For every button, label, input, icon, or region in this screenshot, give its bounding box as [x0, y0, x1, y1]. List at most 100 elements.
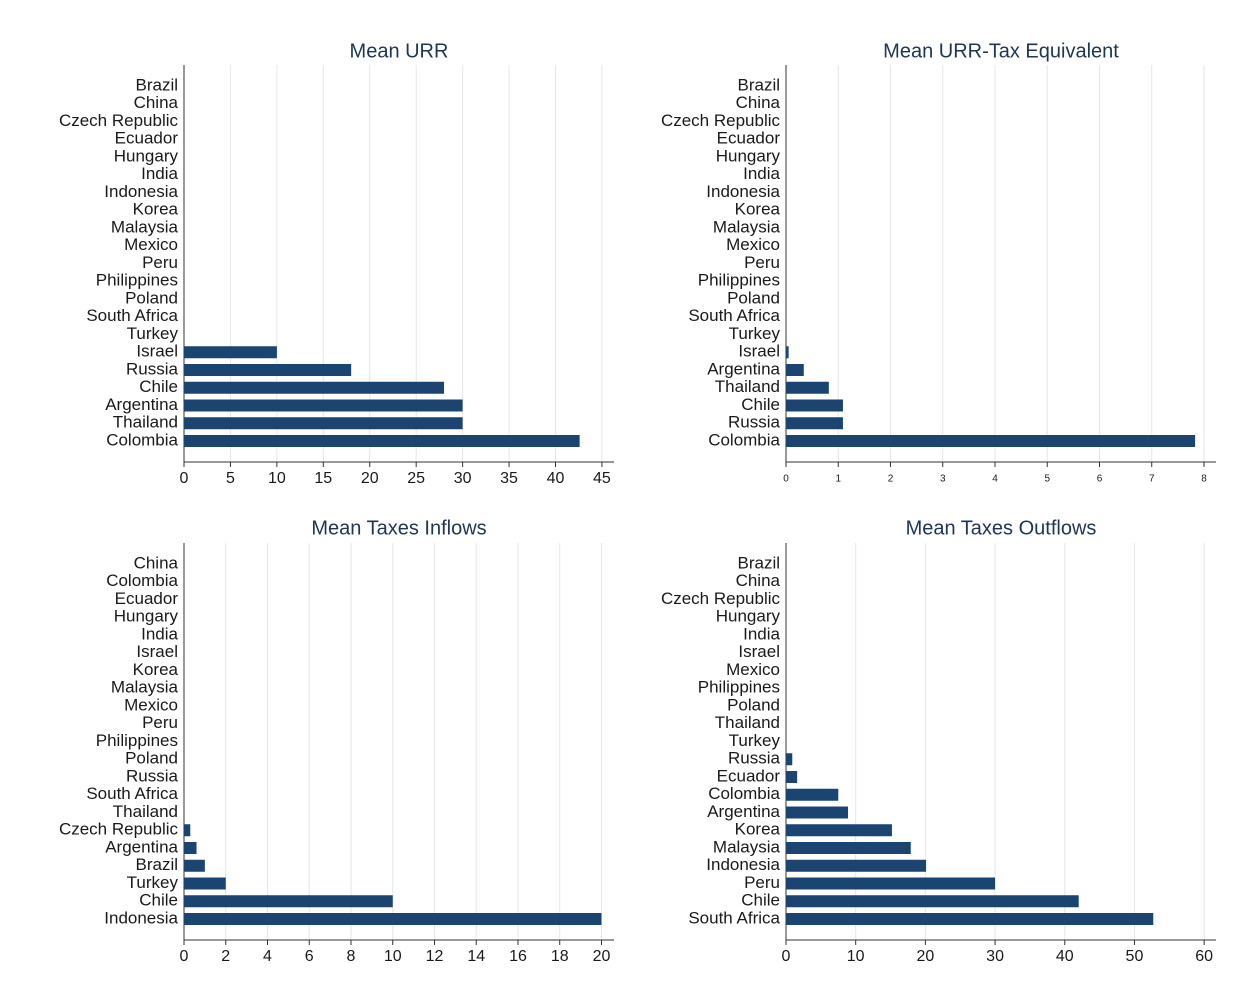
category-label: Argentina: [105, 395, 178, 414]
chart-title: Mean Taxes Inflows: [311, 517, 486, 539]
x-tick-label: 20: [916, 948, 934, 965]
category-label: Israel: [738, 642, 780, 661]
category-label: Malaysia: [713, 217, 781, 236]
category-label: Colombia: [708, 430, 780, 449]
x-tick-label: 0: [783, 474, 789, 485]
category-label: Colombia: [708, 784, 780, 803]
category-label: Mexico: [124, 695, 178, 714]
category-label: Peru: [142, 713, 178, 732]
category-label: Mexico: [726, 660, 780, 679]
x-tick-label: 5: [1044, 474, 1050, 485]
panel: Mean URR 0 5 10 15 20 25 30 35 40 45 BrazilChinaCze…: [59, 40, 614, 487]
category-label: South Africa: [86, 306, 178, 325]
x-tick-label: 0: [180, 948, 189, 965]
category-label: China: [134, 553, 179, 572]
category-label: Israel: [738, 342, 780, 361]
bar: [184, 381, 445, 394]
x-tick-label: 10: [384, 948, 402, 965]
category-label: Philippines: [698, 271, 780, 290]
x-tick-label: 8: [1201, 474, 1207, 485]
category-label: Israel: [136, 642, 178, 661]
category-label: Indonesia: [104, 182, 178, 201]
category-label: Poland: [727, 695, 780, 714]
category-label: Hungary: [114, 607, 179, 626]
category-label: South Africa: [86, 784, 178, 803]
category-label: Indonesia: [104, 908, 178, 927]
x-tick-label: 6: [305, 948, 314, 965]
category-label: Korea: [735, 200, 781, 219]
category-label: Argentina: [707, 802, 780, 821]
category-label: Thailand: [715, 713, 780, 732]
x-tick-label: 30: [986, 948, 1004, 965]
x-tick-label: 60: [1195, 948, 1213, 965]
category-label: Chile: [741, 891, 780, 910]
bar: [786, 417, 843, 430]
category-label: South Africa: [688, 306, 780, 325]
bar: [786, 806, 849, 819]
x-tick-label: 4: [263, 948, 272, 965]
category-label: India: [743, 164, 780, 183]
category-label: Russia: [728, 413, 781, 432]
category-label: Indonesia: [706, 855, 780, 874]
category-label: Brazil: [135, 75, 178, 94]
category-label: Philippines: [698, 678, 780, 697]
x-tick-label: 10: [268, 470, 286, 487]
panel: Mean Taxes Inflows 0 2 4 6 8 10 12 14 16 18 20 China…: [59, 517, 614, 965]
x-tick-label: 5: [226, 470, 235, 487]
bar: [184, 364, 352, 376]
category-label: Peru: [744, 873, 780, 892]
bar: [184, 435, 580, 447]
category-label: Turkey: [729, 324, 781, 343]
category-label: Hungary: [716, 146, 781, 165]
category-label: Hungary: [716, 607, 781, 626]
category-label: Brazil: [737, 553, 780, 572]
category-label: China: [736, 93, 781, 112]
x-tick-label: 20: [361, 470, 379, 487]
x-tick-label: 8: [347, 948, 356, 965]
x-tick-label: 50: [1126, 948, 1144, 965]
category-label: Philippines: [96, 731, 178, 750]
category-label: Malaysia: [713, 837, 781, 856]
bar: [786, 877, 996, 890]
x-tick-label: 20: [593, 948, 611, 965]
category-label: Korea: [133, 660, 179, 679]
category-label: Thailand: [113, 413, 178, 432]
category-label: Turkey: [127, 873, 179, 892]
category-label: Czech Republic: [661, 111, 781, 130]
bar: [786, 824, 892, 837]
category-label: Thailand: [715, 377, 780, 396]
bar: [786, 771, 798, 783]
bar: [786, 842, 911, 854]
category-label: Ecuador: [717, 129, 781, 148]
x-tick-label: 14: [467, 948, 485, 965]
x-tick-label: 40: [1056, 948, 1074, 965]
category-label: Korea: [133, 200, 179, 219]
x-tick-label: 0: [782, 948, 791, 965]
chart-title: Mean URR-Tax Equivalent: [883, 40, 1119, 62]
category-label: India: [141, 624, 178, 643]
x-tick-label: 18: [551, 948, 569, 965]
category-label: Peru: [142, 253, 178, 272]
category-label: Malaysia: [111, 678, 179, 697]
category-label: Hungary: [114, 146, 179, 165]
bar: [184, 913, 602, 925]
category-label: India: [743, 624, 780, 643]
category-label: Ecuador: [717, 766, 781, 785]
x-tick-label: 15: [314, 470, 332, 487]
bar: [184, 842, 197, 854]
category-label: Turkey: [729, 731, 781, 750]
category-label: Ecuador: [115, 589, 179, 608]
x-tick-label: 10: [847, 948, 865, 965]
bar: [786, 435, 1196, 447]
x-tick-label: 35: [500, 470, 518, 487]
category-label: Colombia: [106, 571, 178, 590]
category-label: South Africa: [688, 908, 780, 927]
category-label: Malaysia: [111, 217, 179, 236]
category-label: Mexico: [726, 235, 780, 254]
category-label: Turkey: [127, 324, 179, 343]
category-label: Russia: [728, 749, 781, 768]
bar: [786, 788, 839, 801]
x-tick-label: 1: [835, 474, 841, 485]
